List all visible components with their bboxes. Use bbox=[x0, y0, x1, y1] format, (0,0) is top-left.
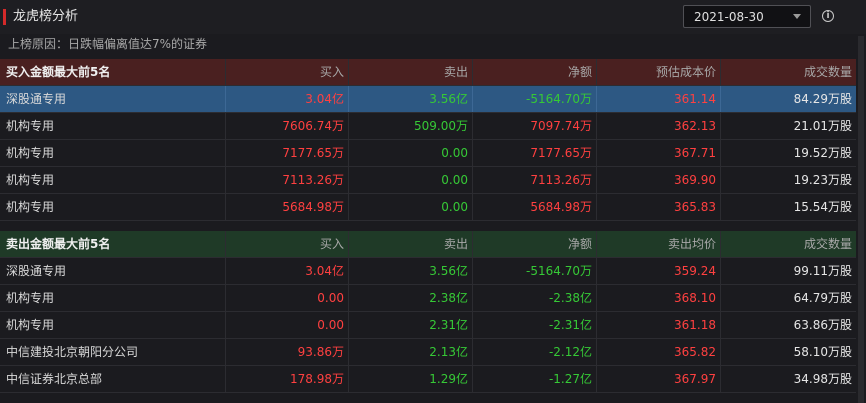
cell-net: 7097.74万 bbox=[473, 113, 597, 139]
cell-sell: 2.38亿 bbox=[349, 285, 473, 311]
cell-sell: 2.31亿 bbox=[349, 312, 473, 338]
cell-net: -5164.70万 bbox=[473, 86, 597, 112]
cell-seat: 机构专用 bbox=[0, 285, 226, 311]
column-header-net[interactable]: 净额 bbox=[473, 231, 597, 257]
cell-seat: 机构专用 bbox=[0, 113, 226, 139]
cell-volume: 34.98万股 bbox=[793, 372, 852, 386]
cell-sell: 0.00 bbox=[349, 140, 473, 166]
column-header-net[interactable]: 净额 bbox=[473, 59, 597, 85]
title-bar: 龙虎榜分析 2021-08-30 i bbox=[0, 0, 866, 34]
cell-volume: 21.01万股 bbox=[793, 119, 852, 133]
cell-volume: 58.10万股 bbox=[793, 345, 852, 359]
cell-buy: 0.00 bbox=[226, 285, 349, 311]
cell-sell: 1.29亿 bbox=[349, 366, 473, 392]
table-row[interactable]: 中信证券北京总部 178.98万 1.29亿 -1.27亿 367.97 34.98万股 bbox=[0, 366, 856, 393]
cell-net: 5684.98万 bbox=[473, 194, 597, 220]
column-header-price[interactable]: 预估成本价 bbox=[597, 59, 721, 85]
cell-price: 361.18 bbox=[597, 312, 721, 338]
table-row[interactable]: 机构专用 7177.65万 0.00 7177.65万 367.71 19.52万股 bbox=[0, 140, 856, 167]
cell-buy: 3.04亿 bbox=[226, 258, 349, 284]
cell-price: 367.97 bbox=[597, 366, 721, 392]
sell-table-header-row: 卖出金额最大前5名 买入 卖出 净额 卖出均价 成交数量 bbox=[0, 231, 856, 258]
column-header-seat: 卖出金额最大前5名 bbox=[0, 231, 226, 257]
cell-net: -5164.70万 bbox=[473, 258, 597, 284]
column-header-sell[interactable]: 卖出 bbox=[349, 231, 473, 257]
cell-price: 367.71 bbox=[597, 140, 721, 166]
table-row[interactable]: 深股通专用 3.04亿 3.56亿 -5164.70万 359.24 99.11万股 bbox=[0, 258, 856, 285]
cell-volume: 15.54万股 bbox=[793, 200, 852, 214]
cell-buy: 93.86万 bbox=[226, 339, 349, 365]
cell-buy: 7606.74万 bbox=[226, 113, 349, 139]
table-row[interactable]: 机构专用 0.00 2.38亿 -2.38亿 368.10 64.79万股 bbox=[0, 285, 856, 312]
table-row[interactable]: 中信建投北京朝阳分公司 93.86万 2.13亿 -2.12亿 365.82 58.10万… bbox=[0, 339, 856, 366]
column-header-seat: 买入金额最大前5名 bbox=[0, 59, 226, 85]
cell-price: 365.82 bbox=[597, 339, 721, 365]
cell-seat: 中信证券北京总部 bbox=[0, 366, 226, 392]
panel-title: 龙虎榜分析 bbox=[13, 9, 79, 24]
cell-buy: 0.00 bbox=[226, 312, 349, 338]
cell-buy: 7113.26万 bbox=[226, 167, 349, 193]
cell-net: 7113.26万 bbox=[473, 167, 597, 193]
column-header-volume[interactable]: 成交数量 bbox=[803, 65, 852, 79]
cell-buy: 5684.98万 bbox=[226, 194, 349, 220]
cell-net: -2.12亿 bbox=[473, 339, 597, 365]
cell-sell: 2.13亿 bbox=[349, 339, 473, 365]
cell-sell: 509.00万 bbox=[349, 113, 473, 139]
cell-price: 369.90 bbox=[597, 167, 721, 193]
cell-sell: 0.00 bbox=[349, 194, 473, 220]
date-select[interactable]: 2021-08-30 bbox=[683, 5, 811, 28]
cell-volume: 84.29万股 bbox=[793, 92, 852, 106]
cell-seat: 中信建投北京朝阳分公司 bbox=[0, 339, 226, 365]
table-row[interactable]: 机构专用 5684.98万 0.00 5684.98万 365.83 15.54万股 bbox=[0, 194, 856, 221]
cell-seat: 机构专用 bbox=[0, 167, 226, 193]
column-header-volume[interactable]: 成交数量 bbox=[803, 237, 852, 251]
cell-price: 361.14 bbox=[597, 86, 721, 112]
cell-seat: 深股通专用 bbox=[0, 86, 226, 112]
cell-net: -2.38亿 bbox=[473, 285, 597, 311]
scrollbar-thumb[interactable] bbox=[858, 36, 864, 403]
cell-sell: 3.56亿 bbox=[349, 258, 473, 284]
column-header-price[interactable]: 卖出均价 bbox=[597, 231, 721, 257]
cell-volume: 99.11万股 bbox=[793, 264, 852, 278]
info-circle-icon[interactable]: i bbox=[822, 10, 834, 22]
chevron-down-icon bbox=[793, 14, 801, 19]
cell-sell: 3.56亿 bbox=[349, 86, 473, 112]
cell-price: 359.24 bbox=[597, 258, 721, 284]
cell-net: -2.31亿 bbox=[473, 312, 597, 338]
buy-table-header-row: 买入金额最大前5名 买入 卖出 净额 预估成本价 成交数量 bbox=[0, 59, 856, 86]
cell-net: -1.27亿 bbox=[473, 366, 597, 392]
cell-price: 368.10 bbox=[597, 285, 721, 311]
cell-buy: 178.98万 bbox=[226, 366, 349, 392]
cell-seat: 机构专用 bbox=[0, 140, 226, 166]
table-row[interactable]: 机构专用 0.00 2.31亿 -2.31亿 361.18 63.86万股 bbox=[0, 312, 856, 339]
cell-volume: 19.23万股 bbox=[793, 173, 852, 187]
column-header-buy[interactable]: 买入 bbox=[226, 231, 349, 257]
title-accent-bar bbox=[3, 9, 6, 25]
table-row[interactable]: 深股通专用 3.04亿 3.56亿 -5164.70万 361.14 84.29万股 bbox=[0, 86, 856, 113]
cell-net: 7177.65万 bbox=[473, 140, 597, 166]
cell-price: 362.13 bbox=[597, 113, 721, 139]
cell-buy: 3.04亿 bbox=[226, 86, 349, 112]
column-header-sell[interactable]: 卖出 bbox=[349, 59, 473, 85]
table-row[interactable]: 机构专用 7113.26万 0.00 7113.26万 369.90 19.23万股 bbox=[0, 167, 856, 194]
cell-seat: 机构专用 bbox=[0, 312, 226, 338]
date-select-value: 2021-08-30 bbox=[694, 10, 764, 24]
cell-volume: 64.79万股 bbox=[793, 291, 852, 305]
scrollbar[interactable] bbox=[857, 36, 866, 403]
cell-volume: 63.86万股 bbox=[793, 318, 852, 332]
cell-buy: 7177.65万 bbox=[226, 140, 349, 166]
table-row[interactable]: 机构专用 7606.74万 509.00万 7097.74万 362.13 21.01万股 bbox=[0, 113, 856, 140]
cell-volume: 19.52万股 bbox=[793, 146, 852, 160]
cell-sell: 0.00 bbox=[349, 167, 473, 193]
column-header-buy[interactable]: 买入 bbox=[226, 59, 349, 85]
cell-seat: 深股通专用 bbox=[0, 258, 226, 284]
listing-reason: 上榜原因：日跌幅偏离值达7%的证券 bbox=[8, 37, 208, 51]
cell-seat: 机构专用 bbox=[0, 194, 226, 220]
cell-price: 365.83 bbox=[597, 194, 721, 220]
